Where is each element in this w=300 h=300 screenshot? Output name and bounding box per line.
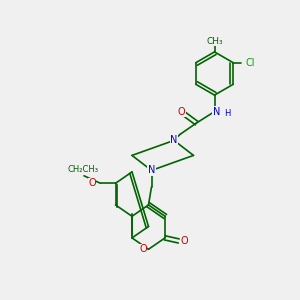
- Text: CH₂CH₃: CH₂CH₃: [68, 165, 99, 174]
- Text: CH₃: CH₃: [206, 37, 223, 46]
- Text: O: O: [180, 236, 188, 246]
- Text: N: N: [148, 165, 155, 176]
- Text: H: H: [224, 110, 230, 118]
- Text: Cl: Cl: [246, 58, 255, 68]
- Text: O: O: [88, 178, 96, 188]
- Text: N: N: [170, 135, 178, 146]
- Text: O: O: [178, 106, 185, 117]
- Text: O: O: [139, 244, 147, 254]
- Text: N: N: [213, 106, 220, 117]
